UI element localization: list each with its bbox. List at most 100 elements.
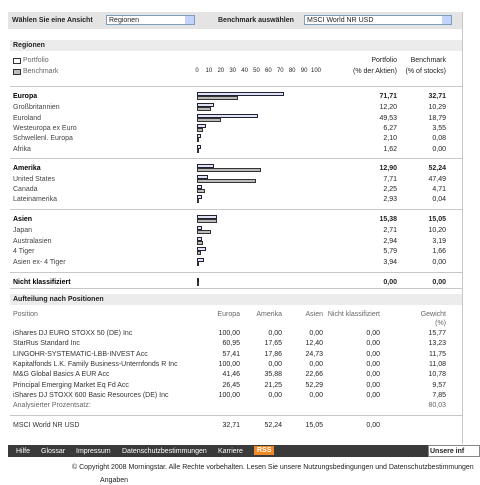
region-name: Euroland (13, 115, 42, 122)
benchmark-bar (197, 251, 201, 255)
portfolio-value: 71,71 (379, 93, 397, 100)
group-name: Asien (13, 216, 33, 223)
benchmark-value: 32,71 (428, 93, 446, 100)
axis-tick-label: 0 (195, 68, 199, 74)
benchmark-select[interactable]: MSCI World NR USD (304, 15, 452, 25)
view-label: Wählen Sie eine Ansicht (12, 17, 93, 24)
portfolio-value: 2,94 (383, 238, 397, 245)
copyright: © Copyright 2008 Morningstar. Alle Recht… (72, 464, 474, 471)
table-cell: 0,00 (366, 360, 380, 368)
portfolio-bar (197, 164, 215, 168)
portfolio-bar (197, 134, 202, 138)
region-name: Afrika (13, 146, 31, 153)
benchmark-bar (197, 262, 199, 266)
table-header: Position (13, 311, 38, 318)
separator (10, 415, 462, 416)
footer-link[interactable]: Datenschutzbestimmungen (122, 448, 207, 455)
axis-tick-label: 20 (217, 68, 225, 74)
table-cell: 57,41 (222, 350, 240, 358)
portfolio-bar (197, 92, 285, 96)
table-cell: 41,46 (222, 371, 240, 379)
region-name: Westeuropa ex Euro (13, 125, 77, 132)
portfolio-bar (197, 195, 203, 199)
column-title: Benchmark (410, 57, 446, 64)
table-cell: 0,00 (268, 360, 282, 368)
group-name: Europa (13, 93, 38, 100)
table-cell: 11,08 (429, 360, 446, 368)
benchmark-bar (197, 282, 199, 286)
table-header: Europa (217, 311, 240, 318)
position-name: MSCI World NR USD (13, 422, 80, 429)
section-title: Aufteilung nach Positionen (13, 296, 104, 303)
portfolio-value: 49,53 (379, 115, 397, 122)
table-cell: 100,00 (218, 391, 240, 399)
position-name: LINGOHR-SYSTEMATIC-LBB-INVEST Acc (13, 350, 148, 358)
position-name: Kapitalfonds L.K. Family Business-Untern… (13, 360, 178, 368)
footer-link[interactable]: Impressum (76, 448, 111, 455)
benchmark-bar (197, 118, 222, 122)
table-cell: 52,24 (264, 422, 282, 429)
table-cell: 0,00 (366, 422, 380, 429)
axis-tick-label: 70 (276, 68, 284, 74)
position-name: iShares DJ EURO STOXX 50 (DE) Inc (13, 330, 133, 337)
table-cell: 9,57 (432, 381, 446, 389)
table-cell: 0,00 (366, 330, 380, 337)
portfolio-value: 15,38 (379, 216, 397, 223)
table-cell: 0,00 (268, 330, 282, 337)
benchmark-bar (197, 199, 200, 203)
column-subtitle: (% der Aktien) (353, 68, 397, 75)
right-border (462, 12, 463, 444)
legend-swatch (13, 69, 21, 75)
footer-link[interactable]: Karriere (218, 448, 243, 455)
portfolio-value: 2,93 (383, 196, 397, 203)
footer-bar (8, 445, 428, 457)
benchmark-bar (197, 96, 238, 100)
region-name: 4 Tiger (13, 248, 35, 255)
table-cell: 0,00 (309, 391, 323, 399)
rss-badge[interactable]: RSS (254, 446, 275, 455)
benchmark-value: 0,00 (432, 279, 446, 286)
axis-tick-label: 50 (253, 68, 260, 74)
table-cell: 0,00 (366, 371, 380, 379)
benchmark-label: Benchmark auswählen (218, 17, 294, 24)
table-cell: 10,78 (428, 371, 446, 379)
table-cell: 17,65 (264, 340, 282, 348)
portfolio-value: 6,27 (383, 125, 397, 132)
axis-tick-label: 100 (310, 68, 321, 74)
portfolio-bar (197, 145, 201, 149)
benchmark-value: 52,24 (428, 165, 446, 172)
section-title: Regionen (13, 42, 45, 49)
benchmark-value: 15,05 (428, 216, 446, 223)
portfolio-bar (197, 103, 214, 107)
footer-link[interactable]: Glossar (41, 448, 66, 455)
table-cell: 35,88 (264, 371, 282, 379)
analysed-label: Analysierter Prozentsatz: (13, 402, 91, 409)
column-subtitle: (% of stocks) (405, 68, 446, 75)
table-cell: 24,73 (305, 350, 323, 358)
portfolio-bar (197, 175, 209, 179)
portfolio-bar (197, 278, 199, 282)
portfolio-value: 2,10 (383, 135, 397, 142)
legend-swatch (13, 58, 21, 64)
portfolio-bar (197, 215, 218, 219)
benchmark-bar (197, 189, 205, 193)
view-select[interactable]: Regionen (106, 15, 195, 25)
portfolio-bar (197, 226, 203, 230)
table-header: (%) (435, 320, 446, 327)
benchmark-value: 0,08 (432, 135, 446, 142)
axis-tick-label: 90 (300, 68, 308, 74)
table-header: Nicht klassifiziert (327, 311, 380, 318)
table-cell: 100,00 (218, 360, 240, 368)
portfolio-value: 2,25 (383, 186, 397, 193)
table-cell: 100,00 (218, 330, 240, 337)
axis-tick-label: 60 (265, 68, 272, 74)
benchmark-value: 0,00 (432, 259, 446, 266)
separator (10, 288, 462, 289)
benchmark-bar (197, 138, 200, 142)
table-cell: 60,95 (222, 340, 240, 348)
benchmark-bar (197, 149, 199, 153)
table-cell: 21,25 (264, 381, 282, 389)
table-header: Gewicht (420, 311, 446, 318)
footer-link[interactable]: Hilfe (16, 448, 31, 455)
axis-tick-label: 80 (288, 68, 296, 74)
